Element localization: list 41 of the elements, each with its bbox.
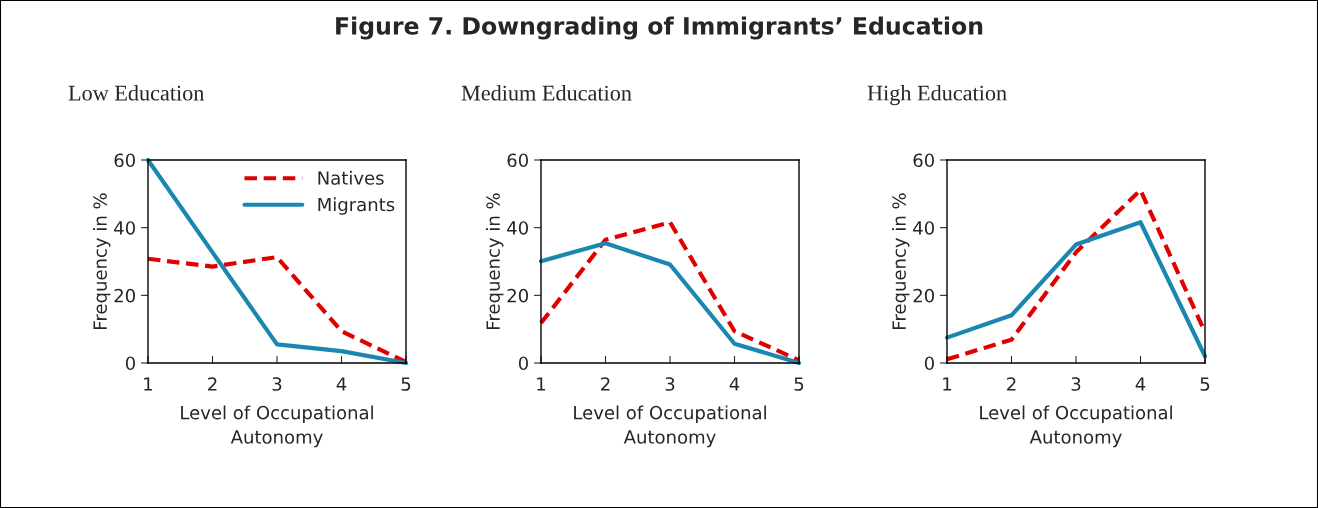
chart-title: High Education [867,84,1007,106]
y-tick-label: 40 [507,221,528,235]
y-tick-label: 20 [114,288,135,303]
y-tick-label: 60 [913,153,934,168]
y-tick-label: 0 [924,356,934,371]
x-tick-label: 5 [401,377,411,391]
y-tick-label: 20 [913,288,934,303]
x-tick-label: 4 [729,377,740,391]
x-tick-label: 1 [144,377,153,391]
y-tick-label: 40 [913,221,934,235]
x-tick-label: 4 [336,377,347,391]
line-series [145,157,409,366]
y-tick-label: 60 [507,153,528,168]
y-tick-label: 40 [114,221,135,235]
x-axis-title: Level of Occupational Autonomy [574,405,766,448]
x-tick-label: 3 [665,377,675,391]
x-tick-label: 3 [1071,377,1081,391]
x-tick-label: 2 [601,377,610,391]
chart-title: Low Education [68,84,205,101]
line-series [944,220,1208,359]
x-tick-label: 5 [794,377,804,391]
x-tick-label: 5 [1200,377,1210,391]
y-tick-label: 20 [507,288,528,303]
x-tick-label: 1 [943,377,952,391]
chart-title: Medium Education [461,84,632,101]
legend-label: Migrants [318,197,395,215]
x-tick-label: 3 [272,377,282,391]
y-tick-label: 0 [125,356,135,371]
y-axis-title: Frequency in % [485,193,504,329]
x-axis-title: Level of Occupational Autonomy [980,405,1172,448]
y-tick-label: 0 [518,356,528,371]
legend-label: Natives [318,170,384,185]
x-tick-label: 2 [208,377,217,391]
x-tick-label: 1 [537,377,546,391]
x-axis-title: Level of Occupational Autonomy [181,405,373,448]
x-tick-label: 4 [1135,377,1146,391]
caption: Figure 7. Downgrading of Immigrants’ Education [336,16,983,40]
x-tick-label: 2 [1007,377,1016,391]
y-axis-title: Frequency in % [92,193,111,329]
y-axis-title: Frequency in % [891,193,910,329]
y-tick-label: 60 [114,153,135,168]
